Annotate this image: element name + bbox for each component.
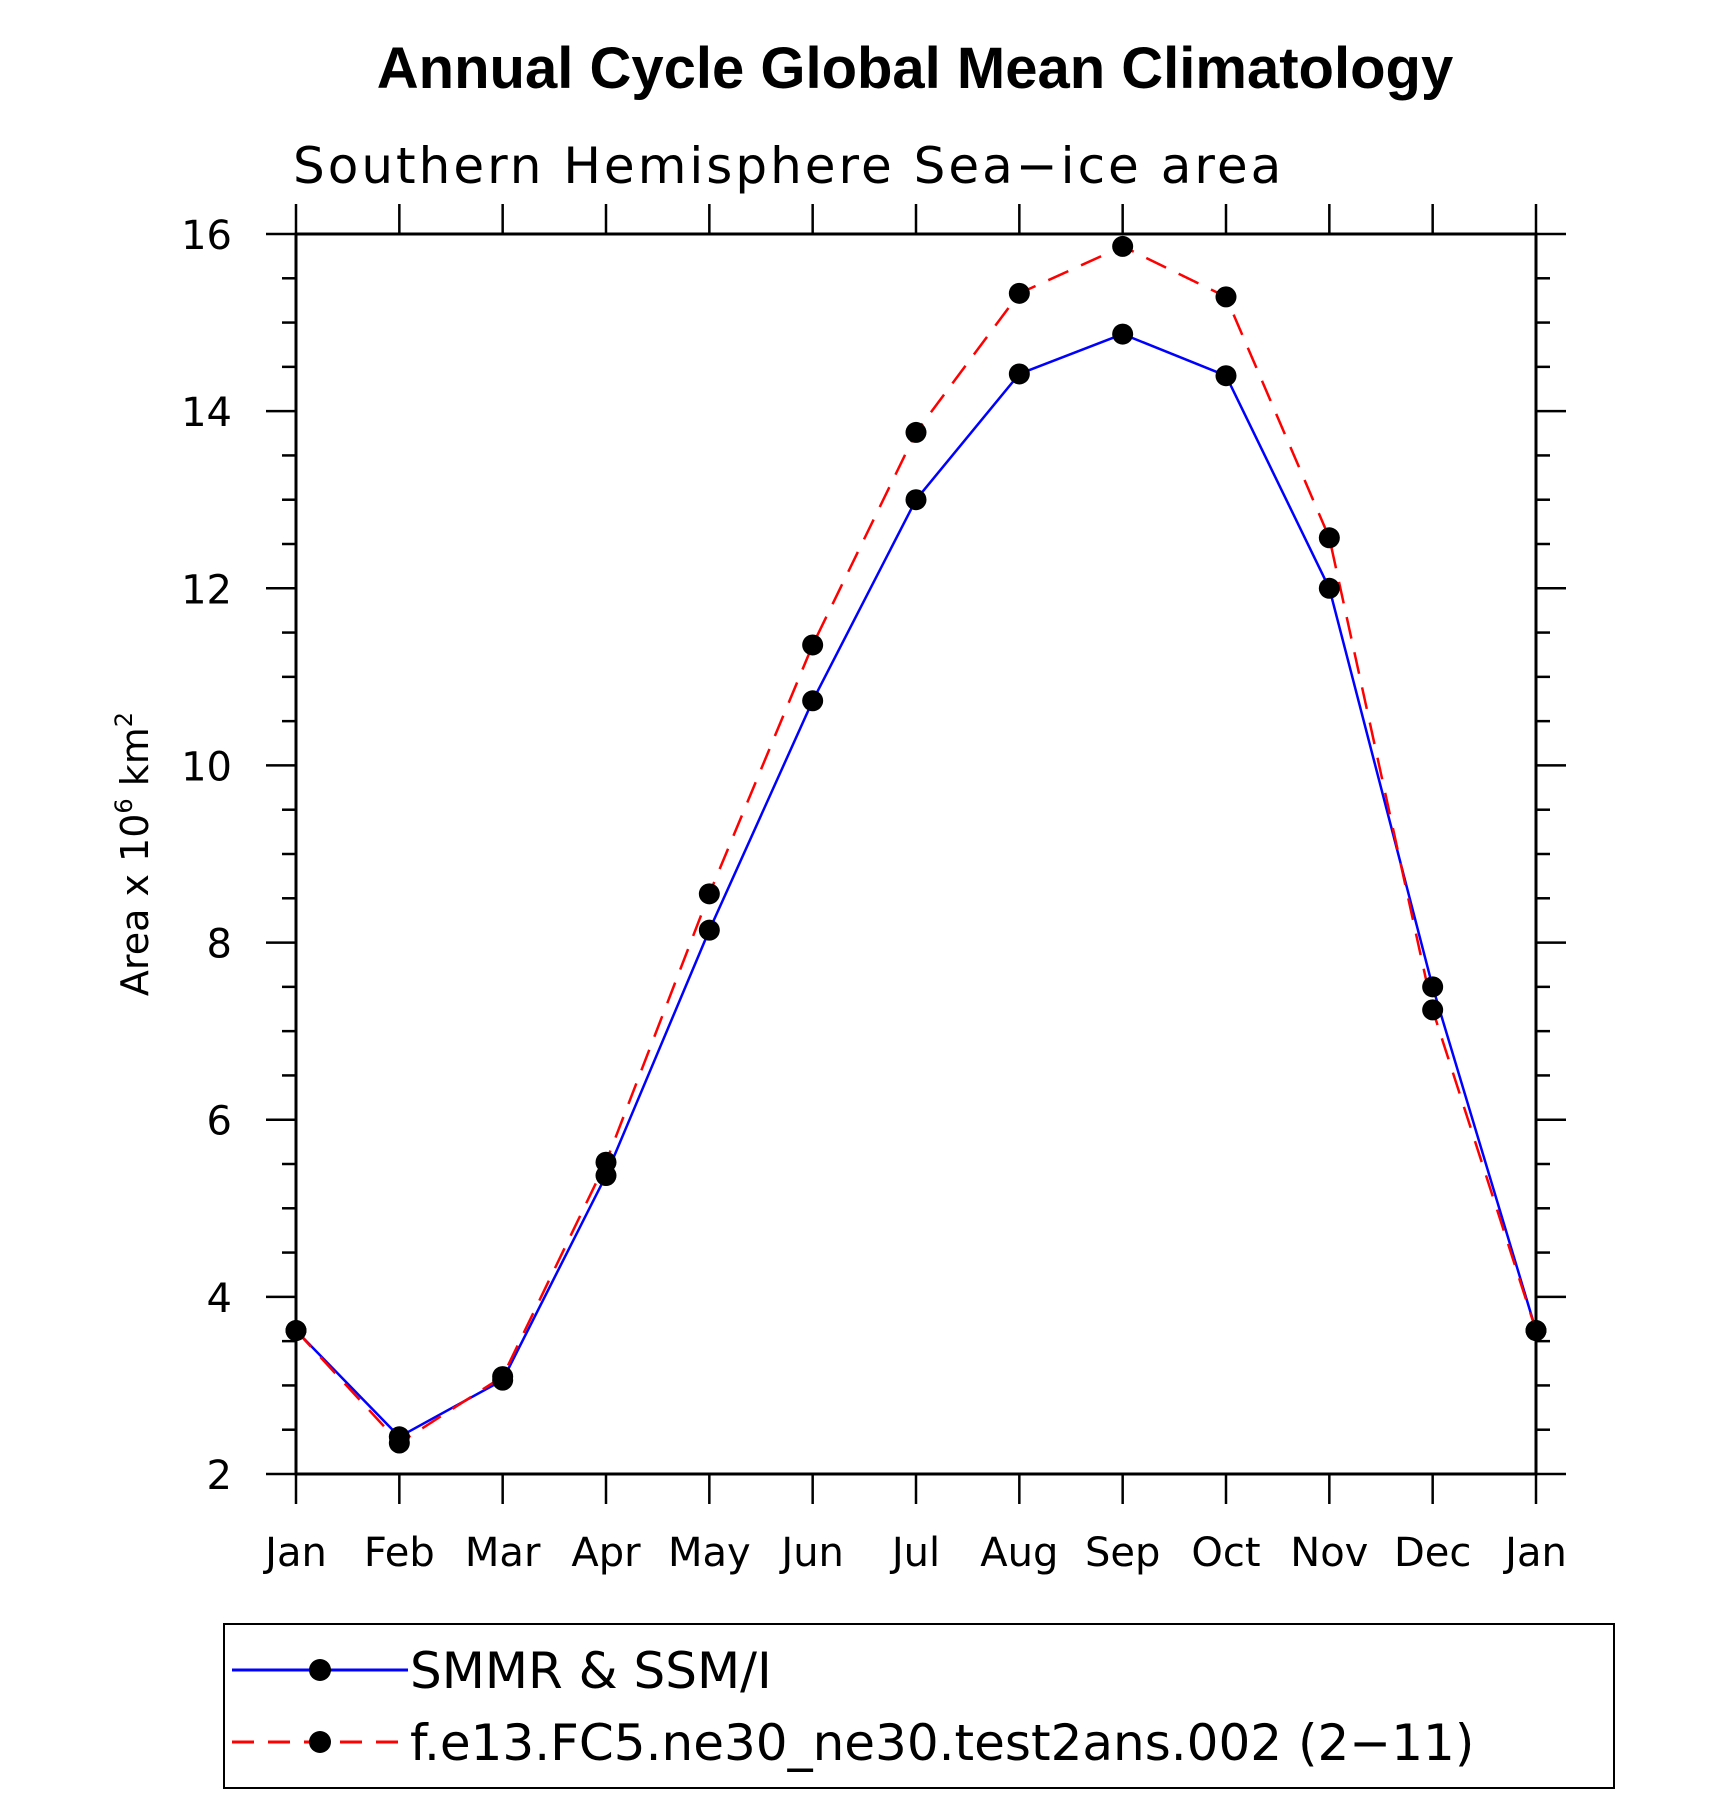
y-axis-label-space — [113, 786, 157, 798]
x-tick-label-3: Apr — [571, 1530, 641, 1576]
plot-area: 2 4 6 8 10 12 14 16 Jan Feb Mar Apr May Jun Jul Aug Sep… — [181, 204, 1567, 1576]
x-tick-label-9: Oct — [1191, 1530, 1260, 1576]
y-axis-label-text: Area x 10 — [113, 814, 157, 996]
legend-marker-model — [309, 1731, 331, 1753]
series-1-point-10 — [1318, 527, 1340, 549]
series-1-point-6 — [905, 421, 927, 443]
x-tick-label-4: May — [668, 1530, 751, 1576]
series-markers — [285, 235, 1547, 1454]
chart-title: Annual Cycle Global Mean Climatology — [377, 36, 1453, 101]
y-tick-label-0: 2 — [207, 1453, 232, 1499]
series-1-point-4 — [698, 883, 720, 905]
series-0-point-8 — [1112, 323, 1134, 345]
series-1-point-12 — [1525, 1320, 1547, 1342]
y-axis-label-exponent: 6 — [110, 798, 138, 813]
x-tick-labels: Jan Feb Mar Apr May Jun Jul Aug Sep Oct Nov Dec Jan — [262, 1530, 1567, 1576]
tick-marks — [266, 204, 1566, 1504]
series-1-point-2 — [492, 1366, 514, 1388]
series-0-point-9 — [1215, 365, 1237, 387]
y-tick-label-3: 8 — [207, 922, 232, 968]
chart-subtitle: Southern Hemisphere Sea−ice area — [293, 137, 1284, 195]
series-0-point-6 — [905, 489, 927, 511]
x-tick-label-12: Jan — [1502, 1530, 1567, 1576]
y-tick-label-7: 16 — [181, 213, 232, 259]
series-1-point-11 — [1422, 999, 1444, 1021]
y-tick-label-2: 6 — [207, 1099, 232, 1145]
series-1-point-5 — [802, 634, 824, 656]
x-tick-label-8: Sep — [1085, 1530, 1160, 1576]
y-tick-label-5: 12 — [181, 567, 232, 613]
y-axis-label-unit: km — [113, 727, 157, 786]
legend: SMMR & SSM/I f.e13.FC5.ne30_ne30.test2an… — [223, 1623, 1615, 1789]
legend-label-model: f.e13.FC5.ne30_ne30.test2ans.002 (2−11) — [410, 1714, 1474, 1772]
x-tick-label-11: Dec — [1394, 1530, 1471, 1576]
x-tick-label-0: Jan — [262, 1530, 327, 1576]
series-0-point-5 — [802, 690, 824, 712]
series-1-point-9 — [1215, 286, 1237, 308]
y-tick-label-4: 10 — [181, 744, 232, 790]
x-tick-label-7: Aug — [980, 1530, 1058, 1576]
series-0-point-7 — [1008, 363, 1030, 385]
y-tick-labels: 2 4 6 8 10 12 14 16 — [181, 213, 232, 1499]
series-1-point-7 — [1008, 282, 1030, 304]
x-tick-label-5: Jun — [778, 1530, 844, 1576]
series-1-point-3 — [595, 1151, 617, 1173]
series-1-point-8 — [1112, 235, 1134, 257]
y-axis-label-unit-exponent: 2 — [110, 712, 138, 727]
x-tick-label-2: Mar — [465, 1530, 541, 1576]
y-tick-label-6: 14 — [181, 390, 232, 436]
series-1-point-0 — [285, 1320, 307, 1342]
y-tick-label-1: 4 — [207, 1276, 232, 1322]
series-0-point-10 — [1318, 577, 1340, 599]
y-axis-label: Area x 106 km2 — [110, 712, 157, 996]
legend-box — [223, 1623, 1615, 1789]
series-0-point-4 — [698, 919, 720, 941]
x-tick-label-10: Nov — [1290, 1530, 1368, 1576]
x-tick-label-6: Jul — [889, 1530, 940, 1576]
legend-marker-smmr — [309, 1659, 331, 1681]
legend-label-smmr: SMMR & SSM/I — [410, 1642, 772, 1700]
series-1-point-1 — [388, 1432, 410, 1454]
x-tick-label-1: Feb — [364, 1530, 435, 1576]
plot-frame — [294, 232, 1538, 1476]
series-0-point-11 — [1422, 976, 1444, 998]
